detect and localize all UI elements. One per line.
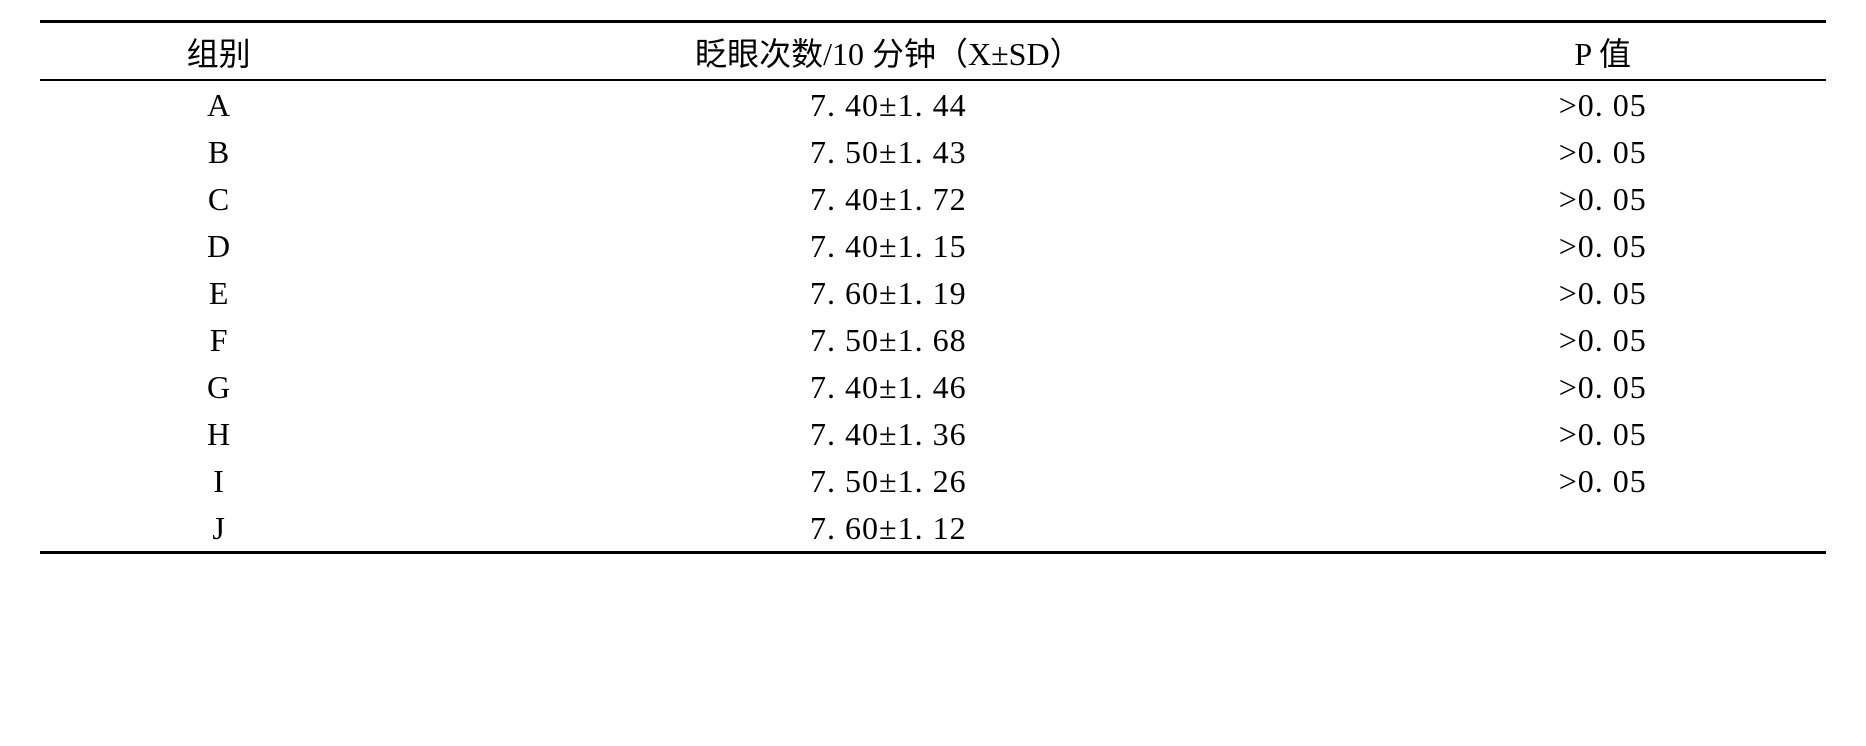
table-row: B 7. 50±1. 43 >0. 05	[40, 128, 1826, 175]
cell-group: G	[40, 363, 397, 410]
cell-p: >0. 05	[1379, 316, 1826, 363]
table-row: C 7. 40±1. 72 >0. 05	[40, 175, 1826, 222]
cell-group: H	[40, 410, 397, 457]
cell-group: A	[40, 80, 397, 128]
cell-p: >0. 05	[1379, 457, 1826, 504]
table-body: A 7. 40±1. 44 >0. 05 B 7. 50±1. 43 >0. 0…	[40, 80, 1826, 553]
data-table: 组别 眨眼次数/10 分钟（X±SD） P 值 A 7. 40±1. 44 >0…	[40, 20, 1826, 554]
cell-p: >0. 05	[1379, 175, 1826, 222]
cell-value: 7. 50±1. 43	[397, 128, 1379, 175]
col-header-value: 眨眼次数/10 分钟（X±SD）	[397, 22, 1379, 81]
col-header-p: P 值	[1379, 22, 1826, 81]
cell-group: E	[40, 269, 397, 316]
cell-value: 7. 40±1. 44	[397, 80, 1379, 128]
cell-value: 7. 40±1. 15	[397, 222, 1379, 269]
table-row: J 7. 60±1. 12	[40, 504, 1826, 553]
table-row: A 7. 40±1. 44 >0. 05	[40, 80, 1826, 128]
cell-group: C	[40, 175, 397, 222]
cell-value: 7. 40±1. 46	[397, 363, 1379, 410]
cell-p: >0. 05	[1379, 410, 1826, 457]
cell-group: F	[40, 316, 397, 363]
cell-p: >0. 05	[1379, 363, 1826, 410]
cell-p	[1379, 504, 1826, 553]
cell-value: 7. 60±1. 19	[397, 269, 1379, 316]
col-header-group: 组别	[40, 22, 397, 81]
cell-p: >0. 05	[1379, 128, 1826, 175]
cell-value: 7. 50±1. 68	[397, 316, 1379, 363]
cell-group: J	[40, 504, 397, 553]
table-row: F 7. 50±1. 68 >0. 05	[40, 316, 1826, 363]
cell-value: 7. 60±1. 12	[397, 504, 1379, 553]
cell-group: I	[40, 457, 397, 504]
table-row: I 7. 50±1. 26 >0. 05	[40, 457, 1826, 504]
cell-p: >0. 05	[1379, 222, 1826, 269]
cell-group: B	[40, 128, 397, 175]
table-header-row: 组别 眨眼次数/10 分钟（X±SD） P 值	[40, 22, 1826, 81]
table-row: E 7. 60±1. 19 >0. 05	[40, 269, 1826, 316]
cell-group: D	[40, 222, 397, 269]
table-row: D 7. 40±1. 15 >0. 05	[40, 222, 1826, 269]
cell-p: >0. 05	[1379, 80, 1826, 128]
table-row: G 7. 40±1. 46 >0. 05	[40, 363, 1826, 410]
table-row: H 7. 40±1. 36 >0. 05	[40, 410, 1826, 457]
cell-value: 7. 40±1. 36	[397, 410, 1379, 457]
cell-value: 7. 40±1. 72	[397, 175, 1379, 222]
cell-p: >0. 05	[1379, 269, 1826, 316]
cell-value: 7. 50±1. 26	[397, 457, 1379, 504]
